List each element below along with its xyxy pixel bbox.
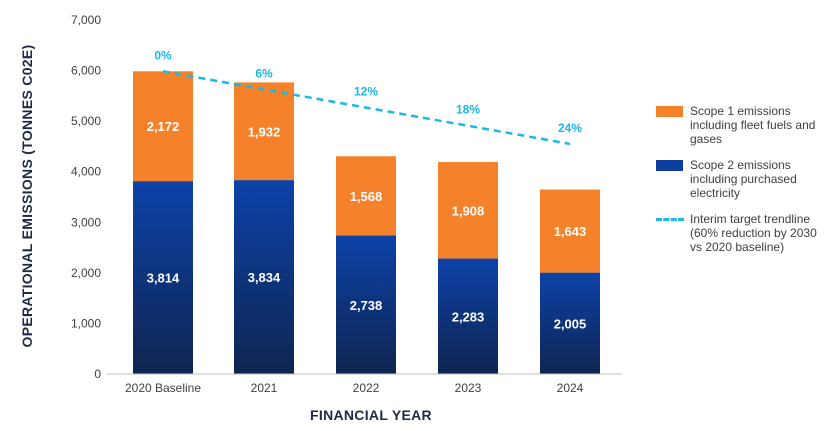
bar-scope2 xyxy=(438,258,498,374)
trendline-label: 18% xyxy=(456,103,480,117)
data-label-scope2: 3,834 xyxy=(248,270,281,285)
legend-line: electricity xyxy=(690,186,741,200)
legend-swatch-scope2 xyxy=(656,160,683,171)
legend-line: Interim target trendline xyxy=(690,212,811,226)
legend-line: gases xyxy=(690,132,723,146)
data-label-scope2: 2,005 xyxy=(554,316,587,331)
data-label-scope1: 1,908 xyxy=(452,203,485,218)
trendline-label: 12% xyxy=(354,85,378,99)
data-label-scope1: 1,568 xyxy=(350,189,383,204)
x-tick-label: 2020 Baseline xyxy=(125,381,201,395)
y-tick-label: 0 xyxy=(94,367,101,381)
y-tick-label: 4,000 xyxy=(71,165,101,179)
bar-scope2 xyxy=(234,180,294,374)
bar-labels: 3,814 2,172 3,834 1,932 2,738 1,568 2,283 1,908… xyxy=(147,119,587,331)
x-tick-label: 2022 xyxy=(353,381,380,395)
data-label-scope2: 3,814 xyxy=(147,271,180,286)
y-tick-label: 3,000 xyxy=(71,215,101,229)
data-label-scope2: 2,283 xyxy=(452,309,485,324)
data-label-scope2: 2,738 xyxy=(350,298,383,313)
trendline-label: 0% xyxy=(154,48,172,62)
y-tick-label: 5,000 xyxy=(71,114,101,128)
y-tick-label: 7,000 xyxy=(71,13,101,27)
x-tick-label: 2024 xyxy=(557,381,584,395)
legend-line: (60% reduction by 2030 xyxy=(690,226,817,240)
trendline-path xyxy=(162,70,571,146)
bar-scope1 xyxy=(540,189,600,273)
legend-line: Scope 2 emissions xyxy=(690,158,791,172)
x-tick-label: 2021 xyxy=(251,381,278,395)
bar-scope1 xyxy=(133,71,193,182)
bars xyxy=(133,71,600,374)
data-label-scope1: 1,643 xyxy=(554,224,587,239)
y-tick-label: 2,000 xyxy=(71,266,101,280)
bar-scope2 xyxy=(540,272,600,374)
legend-text-scope2: Scope 2 emissions including purchased el… xyxy=(690,158,838,200)
y-axis-title: OPERATIONAL EMISSIONS (TONNES C02E) xyxy=(19,45,35,348)
y-axis: 0 1,000 2,000 3,000 4,000 5,000 6,000 7,000 xyxy=(71,13,101,381)
y-tick-label: 1,000 xyxy=(71,316,101,330)
legend-trendline-swatch xyxy=(656,218,684,221)
legend-swatch-scope1 xyxy=(656,106,683,117)
y-tick-label: 6,000 xyxy=(71,64,101,78)
x-axis-title: FINANCIAL YEAR xyxy=(310,407,432,423)
x-tick-label: 2023 xyxy=(455,381,482,395)
data-label-scope1: 2,172 xyxy=(147,119,180,134)
legend-text-trendline: Interim target trendline (60% reduction … xyxy=(690,212,838,254)
legend-line: vs 2020 baseline) xyxy=(690,240,785,254)
legend-text-scope1: Scope 1 emissions including fleet fuels … xyxy=(690,104,838,146)
bar-scope1 xyxy=(234,82,294,181)
trendline-label: 6% xyxy=(255,66,273,80)
bar-scope1 xyxy=(438,162,498,259)
trendline: 0% 6% 12% 18% 24% xyxy=(154,48,582,146)
bar-scope2 xyxy=(336,235,396,374)
bar-scope1 xyxy=(336,156,396,236)
legend-line: including fleet fuels and xyxy=(690,118,816,132)
data-label-scope1: 1,932 xyxy=(248,124,281,139)
x-tick-labels: 2020 Baseline 2021 2022 2023 2024 xyxy=(125,381,584,395)
trendline-label: 24% xyxy=(558,121,582,135)
bar-scope2 xyxy=(133,181,193,374)
legend-line: including purchased xyxy=(690,172,797,186)
legend-line: Scope 1 emissions xyxy=(690,104,791,118)
